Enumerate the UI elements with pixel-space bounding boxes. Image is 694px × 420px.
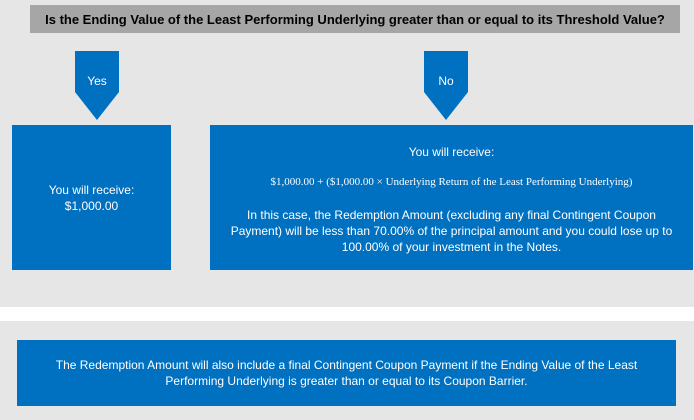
no-label: No (438, 74, 454, 88)
no-outcome-box: You will receive: $1,000.00 + ($1,000.00… (210, 125, 693, 270)
yes-outcome-box: You will receive: $1,000.00 (12, 125, 171, 270)
coupon-note-text: The Redemption Amount will also include … (55, 358, 638, 388)
yes-receive-label: You will receive: (48, 182, 135, 197)
yes-amount: $1,000.00 (64, 198, 119, 213)
yes-label: Yes (87, 74, 107, 88)
coupon-note-box: The Redemption Amount will also include … (17, 340, 676, 406)
yes-arrow-icon (75, 92, 119, 120)
no-receive-label: You will receive: (408, 145, 495, 159)
question-box: Is the Ending Value of the Least Perform… (30, 5, 680, 33)
yes-tag: Yes (75, 51, 119, 92)
no-arrow-icon (424, 92, 468, 120)
no-formula: $1,000.00 + ($1,000.00 × Underlying Retu… (270, 176, 633, 188)
no-tag: No (424, 51, 468, 92)
question-text: Is the Ending Value of the Least Perform… (45, 11, 665, 27)
no-explanation: In this case, the Redemption Amount (exc… (230, 208, 673, 254)
